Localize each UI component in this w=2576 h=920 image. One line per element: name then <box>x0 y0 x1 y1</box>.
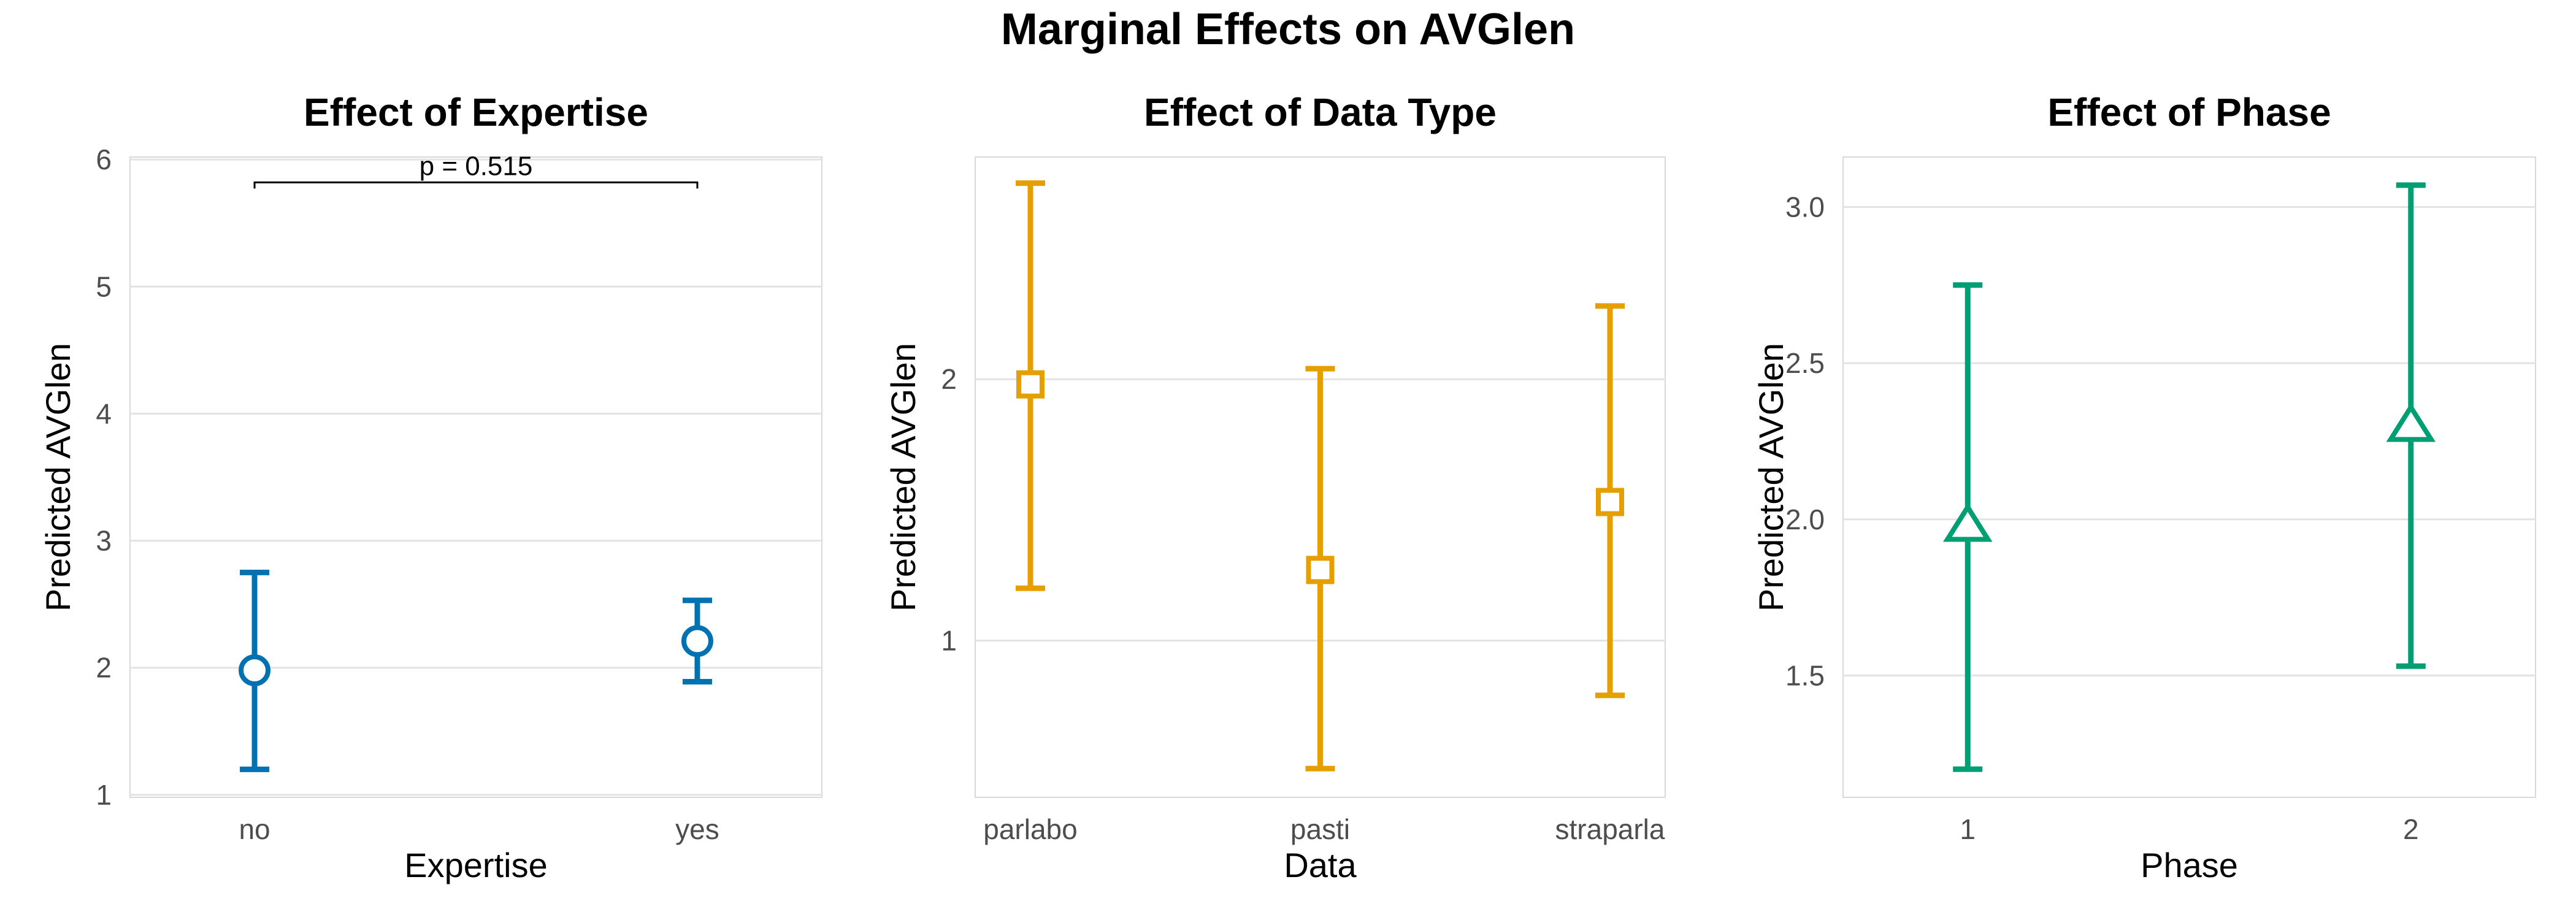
data-point-no <box>239 569 271 772</box>
x-tick-label: parlabo <box>983 813 1077 845</box>
panel-3: 1.5 2.0 2.5 3.0 1 2 Effect of Phase Phase Predic… <box>1752 90 2536 884</box>
panels: 1 2 3 4 5 6 no yes Effect of Expertise Expertise P… <box>39 90 2536 884</box>
y-tick-label: 1 <box>941 624 957 656</box>
point-marker <box>1596 488 1624 516</box>
y-tick-label: 2 <box>941 363 957 395</box>
panel-title: Effect of Data Type <box>1144 90 1497 134</box>
x-tick-label: yes <box>675 813 719 845</box>
point-marker <box>239 654 271 686</box>
panel-frame <box>975 156 1666 798</box>
panel-title: Effect of Phase <box>2047 90 2331 134</box>
significance-bracket <box>253 181 699 189</box>
y-tick-label: 3 <box>96 525 112 557</box>
y-tick-label: 1.5 <box>1785 659 1825 691</box>
y-tick-label: 1 <box>96 779 112 811</box>
panel-frame <box>129 156 822 798</box>
data-point-straparla <box>1595 303 1625 699</box>
x-tick-label: 2 <box>2403 813 2419 845</box>
panel-title: Effect of Expertise <box>304 90 648 134</box>
y-tick-label: 5 <box>96 270 112 302</box>
x-axis-label: Data <box>1284 846 1357 884</box>
point-marker <box>1016 370 1045 399</box>
y-tick-label: 4 <box>96 397 112 429</box>
data-point-1 <box>1942 282 1993 772</box>
x-tick-label: pasti <box>1290 813 1350 845</box>
y-tick-label: 3.0 <box>1785 191 1825 223</box>
y-tick-label: 6 <box>96 144 112 175</box>
y-axis-label: Predicted AVGlen <box>39 343 77 611</box>
panel-1: 1 2 3 4 5 6 no yes Effect of Expertise Expertise P… <box>39 90 822 884</box>
x-tick-label: no <box>239 813 270 845</box>
panel-frame <box>1842 156 2536 798</box>
data-point-parlabo <box>1016 180 1045 591</box>
y-axis-label: Predicted AVGlen <box>1752 343 1790 611</box>
p-value-label: p = 0.515 <box>420 151 533 181</box>
x-axis-label: Expertise <box>404 846 547 884</box>
y-axis-label: Predicted AVGlen <box>884 343 922 611</box>
figure-title: Marginal Effects on AVGlen <box>1001 5 1575 54</box>
point-marker <box>1306 556 1335 585</box>
data-point-pasti <box>1305 366 1335 772</box>
point-marker <box>1942 502 1993 542</box>
x-tick-label: straparla <box>1555 813 1665 845</box>
y-tick-label: 2.5 <box>1785 347 1825 379</box>
significance-annotation: p = 0.515 <box>253 151 699 189</box>
data-point-2 <box>2386 182 2436 669</box>
point-marker <box>681 625 713 657</box>
x-axis-label: Phase <box>2141 846 2238 884</box>
y-tick-label: 2 <box>96 652 112 684</box>
point-marker <box>2386 402 2436 442</box>
data-point-yes <box>681 597 713 684</box>
x-tick-label: 1 <box>1960 813 1976 845</box>
panel-2: 1 2 parlabo pasti straparla Effect of Data Ty… <box>884 90 1666 884</box>
y-tick-label: 2.0 <box>1785 504 1825 535</box>
